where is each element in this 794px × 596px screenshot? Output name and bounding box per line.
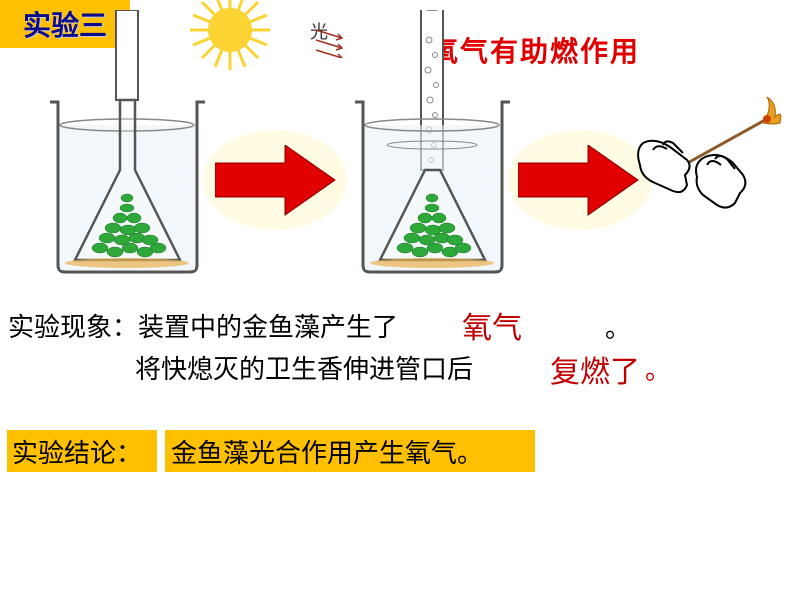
diagram-area: 光 氧气有助燃作用: [0, 0, 794, 290]
period-2: 。: [645, 350, 671, 387]
conclusion-label-box: 实验结论：: [7, 430, 157, 472]
conclusion-text: 金鱼藻光合作用产生氧气。: [171, 433, 483, 470]
beaker-left: [30, 10, 220, 280]
observation-line2: 将快熄灭的卫生香伸进管口后: [135, 350, 473, 389]
conclusion-label: 实验结论：: [12, 433, 142, 470]
hands-incense-icon: [635, 95, 794, 235]
fill-answer-2: 复燃了: [550, 347, 640, 391]
fill-answer-1: 氧气: [462, 303, 522, 347]
beaker-right: [335, 10, 525, 280]
conclusion-text-box: 金鱼藻光合作用产生氧气。: [165, 430, 535, 472]
observation-line1: 实验现象：装置中的金鱼藻产生了: [8, 308, 398, 347]
period-1: 。: [605, 308, 631, 345]
